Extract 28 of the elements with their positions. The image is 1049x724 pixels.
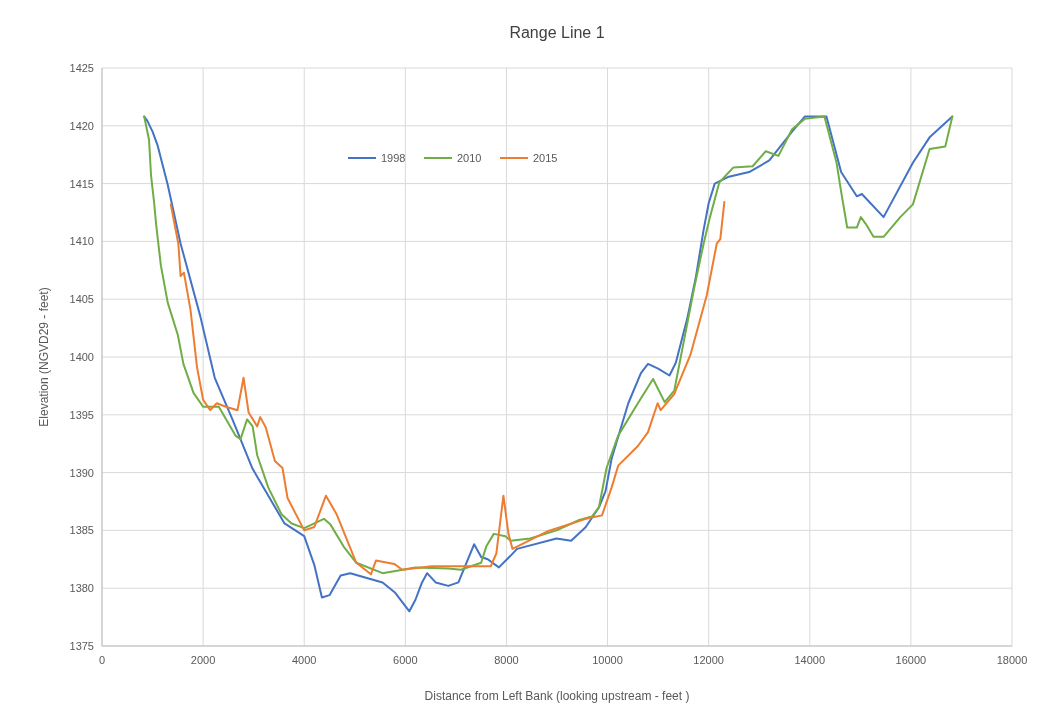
x-tick-label: 18000: [996, 654, 1028, 666]
legend-label: 2015: [533, 152, 558, 164]
legend-label: 1998: [381, 152, 406, 164]
x-tick-label: 0: [98, 654, 106, 666]
x-tick-label: 2000: [190, 654, 216, 666]
y-tick-label: 1420: [69, 119, 94, 132]
x-tick-label: 12000: [693, 654, 724, 666]
y-tick-label: 1390: [69, 466, 94, 479]
y-tick-label: 1410: [69, 235, 94, 248]
x-tick-label: 8000: [494, 654, 519, 666]
x-tick-label: 16000: [895, 654, 927, 666]
chart-title: Range Line 1: [509, 24, 605, 41]
x-tick-label: 10000: [592, 654, 623, 666]
line-series: [169, 201, 726, 576]
legend-label: 2010: [457, 152, 482, 164]
y-tick-label: 1385: [69, 524, 94, 537]
y-tick-label: 1415: [69, 177, 94, 190]
y-tick-label: 1400: [69, 351, 94, 363]
x-tick-label: 6000: [393, 654, 418, 666]
y-axis-title: Elevation (NGVD29 - feet): [37, 287, 51, 427]
y-tick-label: 1375: [69, 640, 94, 652]
y-tick-label: 1425: [69, 62, 94, 74]
y-tick-label: 1405: [69, 293, 94, 306]
y-tick-label: 1395: [69, 408, 94, 421]
x-tick-label: 4000: [291, 654, 317, 666]
y-tick-label: 1380: [69, 582, 94, 595]
x-tick-label: 14000: [794, 654, 826, 666]
x-axis-title: Distance from Left Bank (looking upstream - feet ): [424, 689, 690, 703]
